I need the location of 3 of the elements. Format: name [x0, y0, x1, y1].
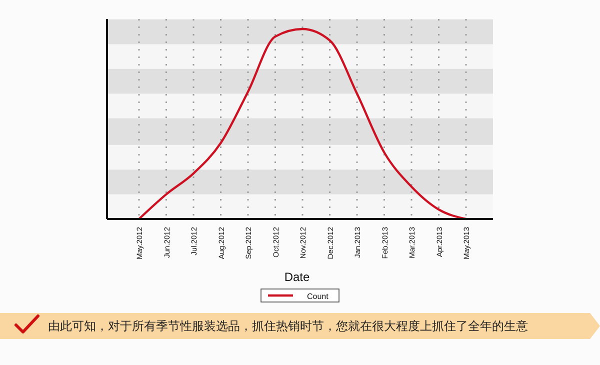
x-axis-title: Date [284, 270, 310, 284]
text: 由此可知，对于所有季节性服装选品，抓住热销时节，您就在很大程度上抓住了全年的生意 [48, 319, 528, 333]
legend-label: Count [307, 292, 330, 301]
